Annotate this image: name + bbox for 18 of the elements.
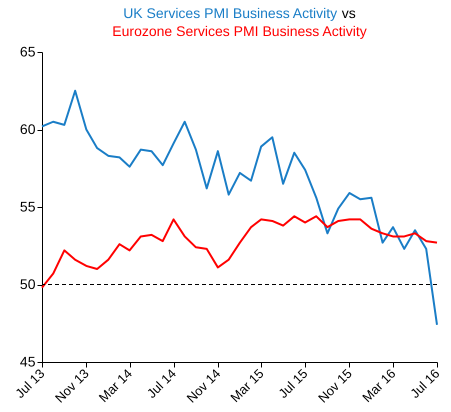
x-tick-label: Mar 14 [96,366,136,406]
x-tick-label: Jul 14 [144,366,179,401]
y-tick-label: 55 [20,198,36,214]
text: vs [342,5,356,21]
x-tick-label: Mar 16 [359,366,398,406]
y-tick-label: 50 [20,276,36,292]
y-tick-label: 60 [20,121,36,137]
x-tick-label: Mar 15 [227,366,267,406]
line-series [41,215,438,289]
text: UK Services PMI Business Activity [123,5,338,21]
x-tick-label: Jul 15 [275,366,311,401]
line-series [41,90,438,326]
x-tick-label: Jul 16 [407,366,442,401]
text: Eurozone Services PMI Business Activity [112,23,367,39]
x-tick-label: Nov 14 [184,366,224,406]
x-tick-label: Nov 13 [52,366,92,406]
x-tick-label: Nov 15 [315,366,355,406]
y-tick-label: 65 [20,44,36,60]
